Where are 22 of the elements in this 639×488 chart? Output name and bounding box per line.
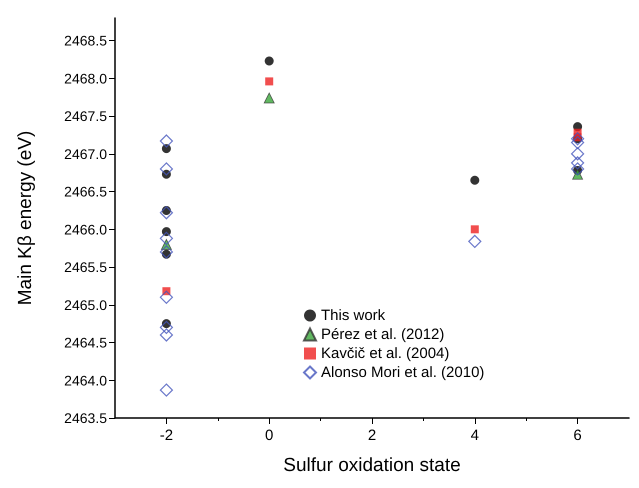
y-tick-label: 2466.0 (64, 221, 108, 238)
y-tick-label: 2467.0 (64, 146, 108, 162)
x-axis-title: Sulfur oxidation state (283, 455, 461, 476)
x-tick-label: 6 (573, 427, 582, 444)
legend-label: Alonso Mori et al. (2010) (321, 364, 484, 381)
y-tick-label: 2468.5 (64, 32, 108, 49)
y-axis-title: Main Kβ energy (eV) (15, 130, 36, 306)
y-tick-label: 2463.5 (64, 410, 108, 426)
y-tick-label: 2465.5 (64, 259, 108, 276)
x-tick-label: -2 (160, 427, 174, 444)
x-tick-label: 2 (368, 427, 376, 444)
y-tick-label: 2467.5 (64, 108, 108, 124)
y-tick-label: 2466.5 (64, 184, 108, 200)
legend-label: Kavčič et al. (2004) (321, 345, 450, 362)
x-tick-label: 0 (265, 427, 274, 444)
legend-label: This work (321, 307, 386, 324)
legend-label: Pérez et al. (2012) (321, 326, 444, 343)
y-tick-label: 2464.0 (64, 372, 108, 388)
y-tick-label: 2464.5 (64, 334, 108, 351)
y-tick-label: 2468.0 (64, 70, 108, 86)
x-tick-label: 4 (470, 427, 479, 444)
y-tick-label: 2465.0 (64, 296, 108, 313)
